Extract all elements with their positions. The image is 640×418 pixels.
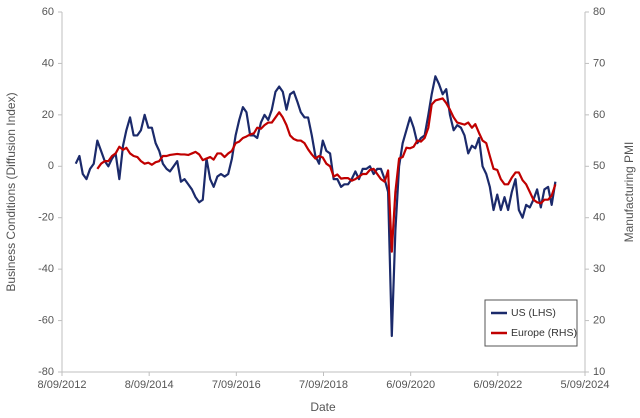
y2-tick-label: 20 (593, 314, 605, 326)
y-tick-label: -60 (38, 314, 54, 326)
y2-tick-label: 10 (593, 366, 605, 378)
y2-tick-label: 40 (593, 212, 605, 224)
y2-tick-label: 80 (593, 6, 605, 18)
x-tick-label: 7/09/2018 (299, 379, 348, 391)
y-tick-label: -40 (38, 263, 54, 275)
y2-tick-label: 70 (593, 57, 605, 69)
y-tick-label: -80 (38, 366, 54, 378)
x-axis-title: Date (310, 400, 336, 414)
x-tick-label: 7/09/2016 (212, 379, 261, 391)
y-tick-label: 60 (42, 6, 54, 18)
y2-axis-title: Manufacturing PMI (622, 142, 636, 243)
y-tick-label: 40 (42, 57, 54, 69)
legend-box (484, 299, 578, 347)
legend-label: US (LHS) (511, 307, 556, 319)
y2-tick-label: 60 (593, 109, 605, 121)
x-tick-label: 6/09/2022 (473, 379, 522, 391)
series-line (74, 75, 557, 338)
y-tick-label: 20 (42, 109, 54, 121)
y2-tick-label: 30 (593, 263, 605, 275)
legend-label: Europe (RHS) (511, 327, 577, 339)
y-tick-label: -20 (38, 212, 54, 224)
y2-tick-label: 50 (593, 160, 605, 172)
series-line (96, 97, 557, 253)
y-tick-label: 0 (48, 160, 54, 172)
x-tick-label: 5/09/2024 (561, 379, 610, 391)
x-tick-label: 8/09/2014 (125, 379, 174, 391)
x-tick-label: 6/09/2020 (386, 379, 435, 391)
y-axis-title: Business Conditions (Diffusion Index) (4, 92, 18, 291)
x-tick-label: 8/09/2012 (38, 379, 87, 391)
